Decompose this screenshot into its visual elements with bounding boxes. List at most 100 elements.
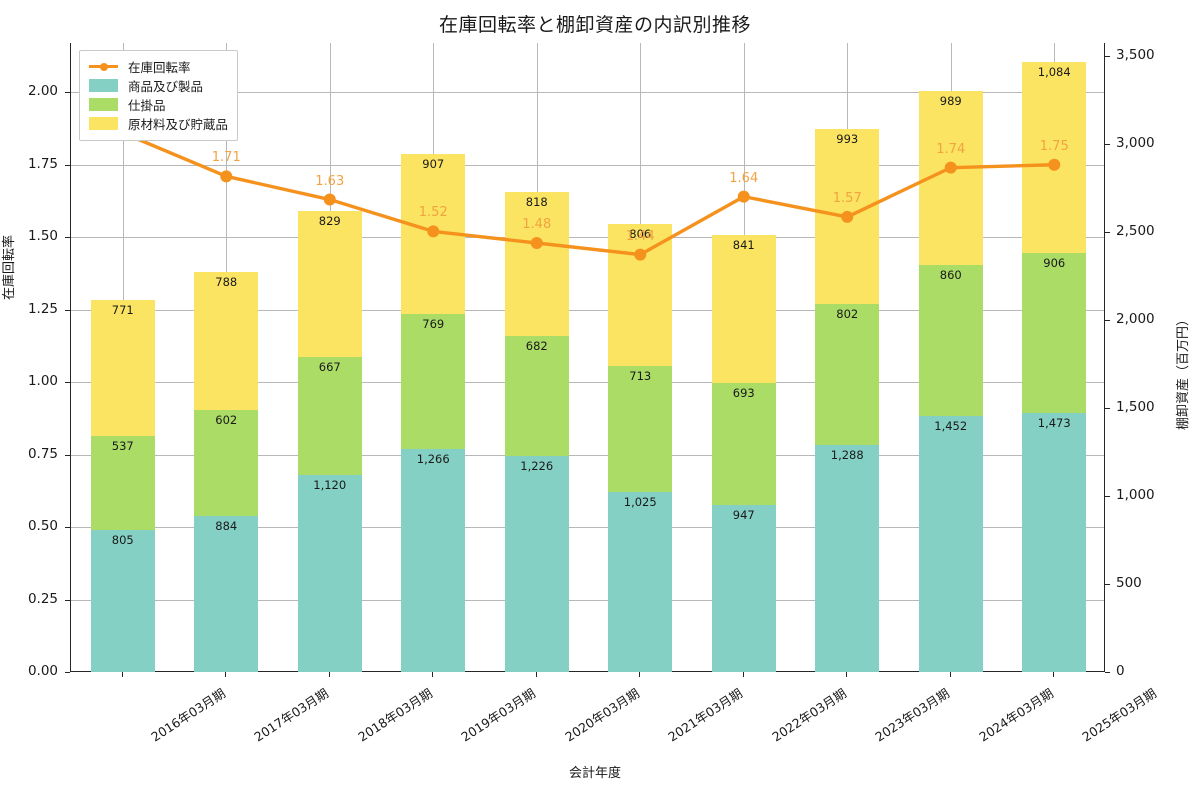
- bar-value-label: 989: [939, 93, 962, 108]
- bar-value-label: 818: [525, 195, 548, 210]
- gridline-horizontal: [71, 599, 1104, 601]
- y-axis-right-label: 棚卸資産（百万円）: [1176, 312, 1190, 430]
- bar-segment: [90, 300, 155, 436]
- y-axis-left-tick: 1.75: [27, 155, 58, 172]
- line-value-label: 1.44: [625, 228, 655, 244]
- bar-value-label: 693: [732, 386, 755, 401]
- x-axis-tick-mark: [846, 672, 848, 677]
- legend-item[interactable]: 商品及び製品: [89, 76, 228, 95]
- line-markers: [116, 126, 1061, 261]
- bar-segment: [815, 304, 880, 446]
- x-axis-tick-label: 2024年03月期: [976, 685, 1056, 745]
- y-axis-right-tick-mark: [1105, 143, 1110, 145]
- bar-value-label: 993: [836, 132, 859, 147]
- x-axis-tick-mark: [535, 672, 537, 677]
- bar-segment: [90, 435, 155, 531]
- x-axis-tick-label: 2019年03月期: [458, 685, 539, 745]
- bar-segment: [918, 264, 983, 417]
- x-axis-tick-mark: [432, 672, 434, 677]
- bar-value-label: 1,452: [934, 419, 968, 434]
- bar-value-label: 1,025: [623, 494, 657, 509]
- y-axis-left-tick-mark: [65, 672, 70, 673]
- bar-segment: [918, 416, 983, 672]
- bar-segment: [711, 235, 776, 384]
- x-axis-tick-mark: [121, 672, 123, 677]
- y-axis-right-tick: 2,500: [1116, 222, 1155, 239]
- bar-value-label: 1,084: [1037, 65, 1071, 80]
- legend-item[interactable]: 在庫回転率: [89, 57, 228, 76]
- legend-color-swatch: [89, 117, 118, 130]
- y-axis-left-tick: 1.50: [27, 228, 58, 245]
- y-axis-left-tick-mark: [65, 92, 70, 94]
- y-axis-left-tick-mark: [65, 237, 70, 239]
- y-axis-right-tick-mark: [1105, 231, 1110, 233]
- chart-legend: 在庫回転率商品及び製品 仕掛品原材料及び貯蔵品: [79, 50, 239, 141]
- bar-value-label: 537: [111, 438, 134, 453]
- bar-segment: [608, 366, 673, 492]
- gridline-horizontal: [71, 237, 1104, 239]
- x-axis-tick-mark: [639, 672, 641, 677]
- x-axis-tick-label: 2018年03月期: [355, 685, 435, 745]
- bar-value-label: 1,266: [416, 452, 450, 467]
- y-axis-left-tick: 1.25: [27, 300, 58, 317]
- bar-value-label: 1,120: [313, 477, 347, 492]
- x-axis-tick-mark: [225, 672, 227, 677]
- line-marker: [1048, 158, 1061, 171]
- line-marker: [737, 190, 750, 203]
- x-axis-tick-label: 2025年03月期: [1079, 685, 1160, 745]
- plot-area: 805 537 771 884 602 788 1,120 667 829 1,266 769 907…: [70, 43, 1105, 672]
- bar-segment: [504, 192, 569, 337]
- bar-segment: [297, 474, 362, 672]
- bar-segment: [815, 445, 880, 672]
- y-axis-left-tick-mark: [65, 527, 70, 529]
- bar-value-label: 713: [629, 369, 652, 384]
- bar-value-label: 884: [215, 519, 238, 534]
- y-axis-right-tick-mark: [1105, 407, 1110, 409]
- line-marker: [530, 237, 543, 250]
- bar-value-label: 1,288: [830, 448, 864, 463]
- gridline-horizontal: [71, 382, 1104, 384]
- line-value-label: 1.71: [211, 150, 241, 166]
- bar-value-label: 860: [939, 267, 962, 282]
- y-axis-right-tick-mark: [1105, 672, 1110, 673]
- bar-value-label: 947: [732, 508, 755, 523]
- x-axis-tick-label: 2023年03月期: [872, 685, 953, 745]
- line-value-label: 1.75: [1039, 138, 1069, 154]
- bar-value-label: 1,473: [1037, 415, 1071, 430]
- bar-value-label: 829: [318, 214, 341, 229]
- line-marker: [841, 210, 854, 223]
- y-axis-right-tick: 2,000: [1116, 310, 1155, 327]
- inventory-turnover-line: [121, 131, 1056, 257]
- y-axis-right-tick-mark: [1105, 583, 1110, 585]
- y-axis-left-tick: 0.00: [27, 663, 58, 679]
- bar-segment: [608, 224, 673, 367]
- y-axis-left-tick: 0.25: [27, 590, 58, 607]
- x-axis-label: 会計年度: [568, 766, 621, 781]
- legend-item[interactable]: 原材料及び貯蔵品: [89, 114, 228, 133]
- legend-item[interactable]: 仕掛品: [89, 95, 228, 114]
- bar-value-label: 667: [318, 360, 341, 375]
- bar-value-label: 769: [422, 316, 445, 331]
- bar-segment: [194, 271, 259, 411]
- y-axis-left-tick: 2.00: [27, 83, 58, 100]
- bar-segment: [608, 491, 673, 672]
- y-axis-right-tick: 0: [1116, 663, 1125, 679]
- legend-item-label: 商品及び製品: [128, 79, 204, 94]
- gridline-horizontal: [71, 164, 1104, 166]
- y-axis-left-tick-mark: [65, 382, 70, 384]
- bar-value-label: 682: [525, 339, 548, 354]
- x-axis-tick-mark: [1053, 672, 1055, 677]
- legend-line-marker-icon: [89, 60, 118, 73]
- bar-segment: [194, 410, 259, 517]
- x-axis-tick-mark: [949, 672, 951, 677]
- y-axis-left-tick: 0.75: [27, 445, 58, 462]
- bar-segment: [297, 357, 362, 475]
- legend-item-label: 原材料及び貯蔵品: [128, 117, 229, 132]
- line-marker: [634, 248, 647, 261]
- bar-value-label: 805: [111, 533, 134, 548]
- y-axis-right-tick: 1,500: [1116, 398, 1155, 415]
- y-axis-right-tick-mark: [1105, 55, 1110, 57]
- y-axis-left-tick: 0.50: [27, 518, 58, 535]
- y-axis-left-tick: 1.00: [27, 373, 58, 390]
